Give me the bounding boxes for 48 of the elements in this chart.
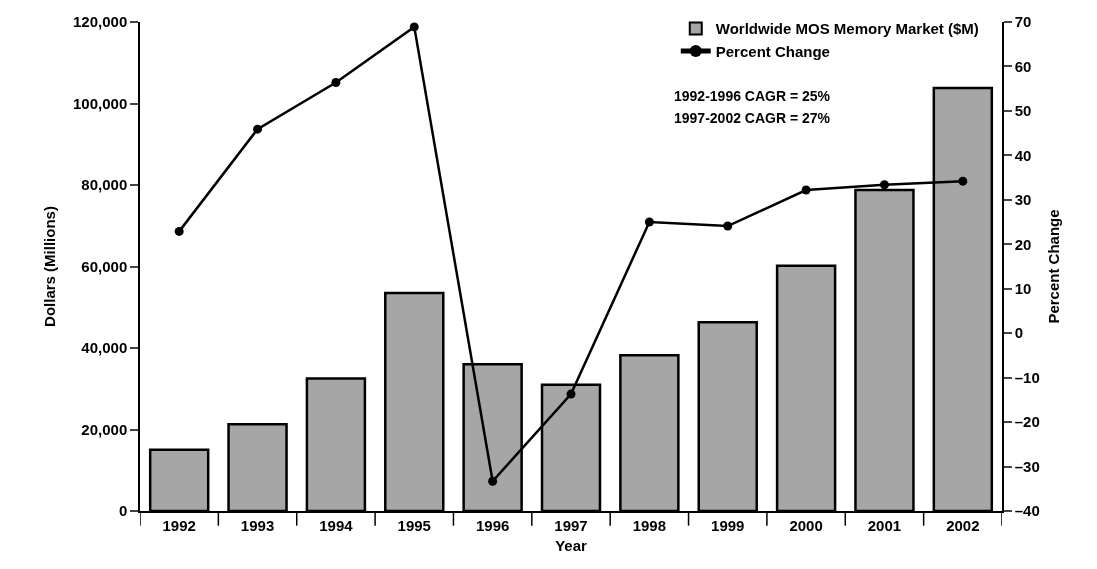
point (723, 221, 733, 231)
x-tick-label: 1992 (162, 516, 196, 534)
point (958, 176, 968, 186)
y2-axis-title: Percent Change (1045, 209, 1063, 324)
y2-tick-label: 40 (1014, 146, 1032, 164)
x-tick-label: 2000 (789, 516, 823, 534)
y-tick-label: 120,000 (73, 13, 128, 31)
y-tick-label: 0 (118, 502, 128, 520)
y2-tick-label: –40 (1014, 502, 1040, 520)
y2-tick-label: 30 (1014, 191, 1032, 209)
point (331, 77, 341, 87)
y-tick-label: 60,000 (81, 257, 128, 275)
x-tick-label: 2001 (867, 516, 902, 534)
y-tick-label: 40,000 (81, 339, 128, 357)
point (644, 217, 654, 227)
x-axis-title: Year (555, 537, 588, 555)
point (566, 389, 576, 399)
point (879, 180, 889, 190)
x-tick-label: 1999 (711, 516, 745, 534)
x-tick-label: 1997 (554, 516, 588, 534)
point (488, 476, 498, 486)
legend-label: Percent Change (715, 42, 830, 60)
y2-tick-label: 0 (1014, 324, 1024, 342)
point (801, 185, 811, 195)
y2-tick-label: –10 (1014, 368, 1040, 386)
y2-tick-label: –30 (1014, 457, 1040, 475)
x-tick-label: 1998 (632, 516, 667, 534)
x-tick-label: 1993 (240, 516, 275, 534)
y2-tick-label: 20 (1014, 235, 1032, 253)
y2-tick-label: 70 (1014, 13, 1032, 31)
x-tick-label: 2002 (946, 516, 980, 534)
legend-label: Worldwide MOS Memory Market ($M) (715, 20, 979, 38)
annotation: 1997-2002 CAGR = 27% (674, 110, 831, 126)
y2-tick-label: –20 (1014, 413, 1040, 431)
y-tick-label: 80,000 (81, 176, 128, 194)
y-axis-title: Dollars (Millions) (40, 206, 58, 327)
annotation: 1992-1996 CAGR = 25% (674, 88, 831, 104)
y-tick-label: 20,000 (81, 420, 128, 438)
y-tick-label: 100,000 (73, 94, 128, 112)
y2-tick-label: 10 (1014, 279, 1032, 297)
point (174, 226, 184, 236)
y2-tick-label: 50 (1014, 102, 1032, 120)
x-tick-label: 1996 (475, 516, 510, 534)
y2-tick-label: 60 (1014, 57, 1032, 75)
point (409, 22, 419, 32)
point (253, 124, 263, 134)
x-tick-label: 1994 (319, 516, 354, 534)
x-tick-label: 1995 (397, 516, 431, 534)
